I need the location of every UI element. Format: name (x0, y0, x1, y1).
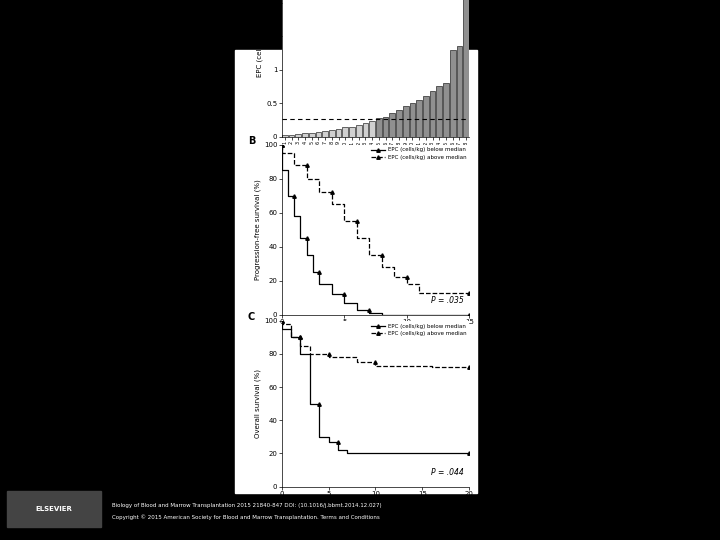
Bar (436, 86, 442, 137)
Bar (416, 100, 422, 137)
Bar (443, 83, 449, 137)
Y-axis label: Overall survival (%): Overall survival (%) (255, 369, 261, 438)
Bar (383, 117, 388, 137)
Bar (463, 0, 469, 137)
Bar (336, 129, 341, 137)
Bar (456, 46, 462, 137)
Y-axis label: EPC (cells/kg): EPC (cells/kg) (257, 29, 264, 77)
Bar (289, 134, 294, 137)
Text: Biology of Blood and Marrow Transplantation 2015 21840-847 DOI: (10.1016/j.bbmt.: Biology of Blood and Marrow Transplantat… (112, 503, 381, 508)
Text: Figure 2: Figure 2 (330, 19, 390, 33)
Bar (329, 130, 335, 137)
X-axis label: Time (years): Time (years) (354, 498, 397, 504)
Bar (430, 91, 436, 137)
Text: P = .044: P = .044 (431, 468, 464, 477)
Text: Copyright © 2015 American Society for Blood and Marrow Transplantation. Terms an: Copyright © 2015 American Society for Bl… (112, 514, 379, 519)
Bar (302, 133, 308, 137)
X-axis label: Time (years): Time (years) (354, 326, 397, 333)
Bar (450, 50, 456, 137)
Bar (410, 103, 415, 137)
Bar (315, 132, 321, 137)
Bar (376, 118, 382, 137)
Bar (282, 136, 288, 137)
Bar (295, 134, 301, 137)
Text: B: B (248, 136, 255, 146)
Bar (396, 110, 402, 137)
Bar (402, 106, 408, 137)
Text: ELSEVIER: ELSEVIER (35, 506, 73, 512)
Text: P = .035: P = .035 (431, 295, 464, 305)
Bar (323, 131, 328, 137)
Bar (390, 113, 395, 137)
Bar (363, 123, 368, 137)
Y-axis label: Progression-free survival (%): Progression-free survival (%) (255, 179, 261, 280)
Bar (369, 121, 375, 137)
Bar (343, 127, 348, 137)
Text: C: C (248, 313, 255, 322)
Bar (309, 133, 315, 137)
Bar (423, 97, 428, 137)
Legend: EPC (cells/kg) below median, EPC (cells/kg) above median: EPC (cells/kg) below median, EPC (cells/… (372, 147, 467, 160)
Bar (356, 125, 361, 137)
Legend: EPC (cells/kg) below median, EPC (cells/kg) above median: EPC (cells/kg) below median, EPC (cells/… (372, 323, 467, 336)
Bar (349, 126, 355, 137)
